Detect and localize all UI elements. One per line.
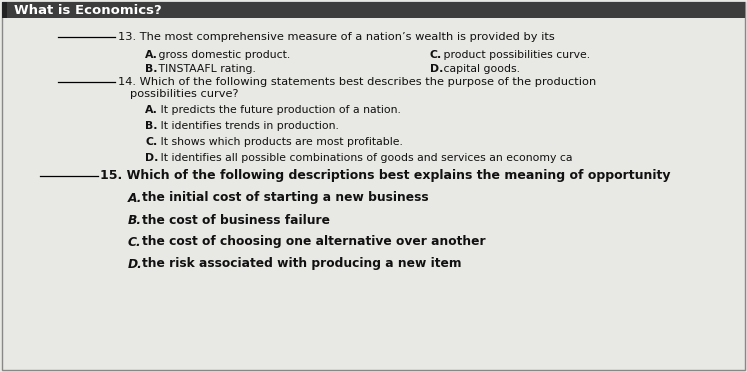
Text: 14. Which of the following statements best describes the purpose of the producti: 14. Which of the following statements be… [118,77,596,87]
Text: D.: D. [128,257,143,270]
Text: C.: C. [430,50,442,60]
Text: the initial cost of starting a new business: the initial cost of starting a new busin… [142,192,429,205]
Text: possibilities curve?: possibilities curve? [130,89,238,99]
Text: B.: B. [145,64,158,74]
Text: B.: B. [128,214,142,227]
FancyBboxPatch shape [2,2,7,18]
Text: the cost of business failure: the cost of business failure [142,214,330,227]
Text: the cost of choosing one alternative over another: the cost of choosing one alternative ove… [142,235,486,248]
Text: C.: C. [145,137,158,147]
Text: What is Economics?: What is Economics? [14,3,162,16]
Text: It identifies all possible combinations of goods and services an economy ca: It identifies all possible combinations … [157,153,572,163]
Text: gross domestic product.: gross domestic product. [155,50,291,60]
Text: TINSTAAFL rating.: TINSTAAFL rating. [155,64,256,74]
Text: D.: D. [430,64,444,74]
Text: 13. The most comprehensive measure of a nation’s wealth is provided by its: 13. The most comprehensive measure of a … [118,32,555,42]
Text: capital goods.: capital goods. [440,64,520,74]
Text: B.: B. [145,121,158,131]
Text: the risk associated with producing a new item: the risk associated with producing a new… [142,257,462,270]
Text: It identifies trends in production.: It identifies trends in production. [157,121,339,131]
Text: product possibilities curve.: product possibilities curve. [440,50,590,60]
Text: A.: A. [128,192,143,205]
Text: It shows which products are most profitable.: It shows which products are most profita… [157,137,403,147]
Text: A.: A. [145,105,158,115]
Text: It predicts the future production of a nation.: It predicts the future production of a n… [157,105,401,115]
Text: A.: A. [145,50,158,60]
Text: 15. Which of the following descriptions best explains the meaning of opportunity: 15. Which of the following descriptions … [100,170,671,183]
FancyBboxPatch shape [2,2,745,18]
Text: C.: C. [128,235,142,248]
Text: D.: D. [145,153,158,163]
